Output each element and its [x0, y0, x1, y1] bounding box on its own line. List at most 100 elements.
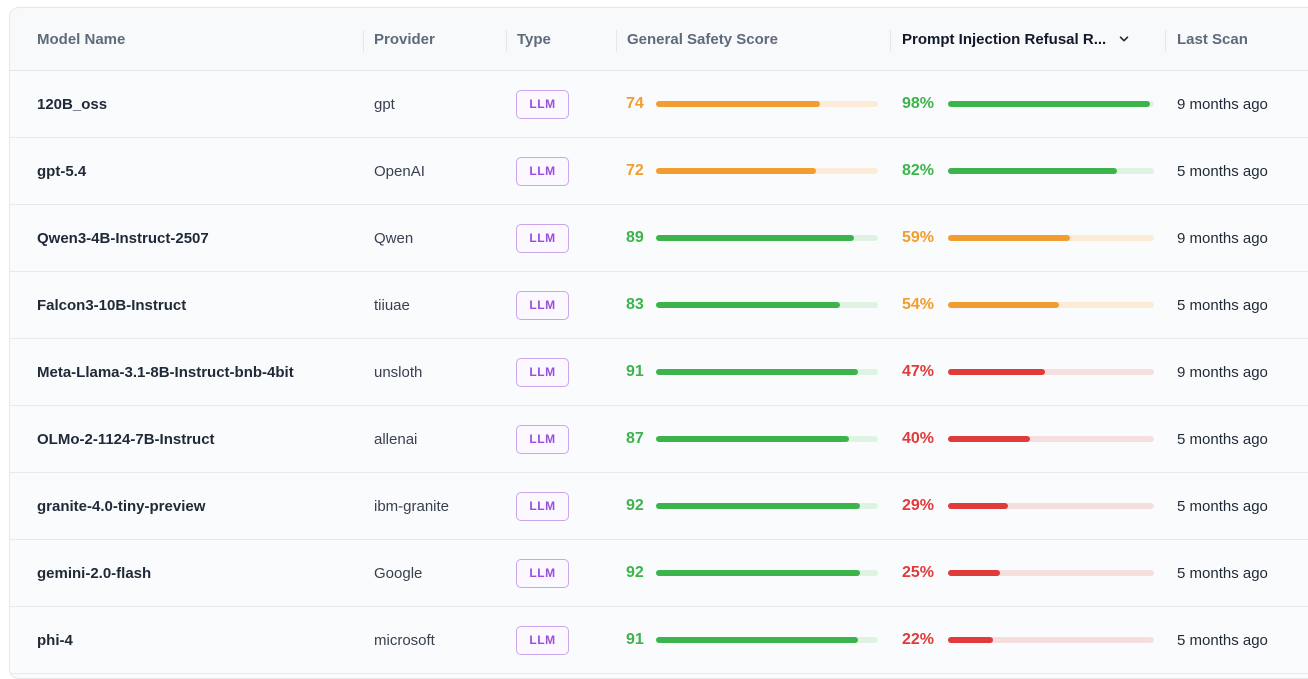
type-badge: LLM	[516, 424, 569, 454]
column-divider[interactable]	[506, 30, 507, 52]
prompt-injection-refusal-value: 22%	[902, 631, 935, 648]
general-safety-score-cell: 89	[626, 205, 878, 271]
table-row[interactable]: granite-4.0-tiny-preview ibm-granite LLM 92…	[10, 473, 1308, 540]
general-safety-score-bar	[656, 235, 878, 241]
type-badge: LLM	[516, 625, 569, 655]
prompt-injection-refusal-value: 40%	[902, 430, 935, 447]
general-safety-score-cell: 92	[626, 540, 878, 606]
column-header-general-safety-score[interactable]: General Safety Score	[627, 8, 778, 70]
type-badge: LLM	[516, 290, 569, 320]
provider-name: unsloth	[374, 363, 423, 381]
general-safety-score-value: 92	[626, 497, 644, 514]
prompt-injection-refusal-cell: 98%	[902, 71, 1154, 137]
table-row[interactable]: Qwen3-4B-Instruct-2507 Qwen LLM 89 59% 9 mont…	[10, 205, 1308, 272]
general-safety-score-bar-fill	[656, 101, 821, 107]
general-safety-score-bar-fill	[656, 235, 854, 241]
type-badge: LLM	[516, 491, 569, 521]
column-divider[interactable]	[363, 30, 364, 52]
column-label: General Safety Score	[627, 30, 778, 48]
models-table: Model Name Provider Type General Safety …	[9, 7, 1308, 679]
general-safety-score-bar-fill	[656, 637, 859, 643]
column-divider[interactable]	[616, 30, 617, 52]
prompt-injection-refusal-cell: 54%	[902, 272, 1154, 338]
last-scan-value: 9 months ago	[1177, 95, 1268, 113]
general-safety-score-bar-fill	[656, 570, 861, 576]
table-row[interactable]: Falcon3-10B-Instruct tiiuae LLM 83 54% 5 mont…	[10, 272, 1308, 339]
column-divider[interactable]	[890, 30, 891, 52]
last-scan-value: 5 months ago	[1177, 430, 1268, 448]
type-cell: LLM	[516, 473, 569, 539]
model-name-cell[interactable]: Meta-Llama-3.1-8B-Instruct-bnb-4bit	[37, 339, 294, 405]
prompt-injection-refusal-bar	[948, 369, 1154, 375]
table-row[interactable]: OLMo-2-1124-7B-Instruct allenai LLM 87 40% 5 …	[10, 406, 1308, 473]
model-name: 120B_oss	[37, 95, 108, 113]
model-name: gpt-5.4	[37, 162, 87, 180]
last-scan-cell: 5 months ago	[1177, 473, 1268, 539]
type-badge: LLM	[516, 357, 569, 387]
general-safety-score-bar-fill	[656, 436, 850, 442]
provider-name: allenai	[374, 430, 418, 448]
prompt-injection-refusal-bar-fill	[948, 436, 1031, 442]
general-safety-score-bar	[656, 436, 878, 442]
model-name-cell[interactable]: granite-4.0-tiny-preview	[37, 473, 205, 539]
model-name-cell[interactable]: phi-4	[37, 607, 73, 673]
general-safety-score-bar	[656, 369, 878, 375]
model-name: Meta-Llama-3.1-8B-Instruct-bnb-4bit	[37, 363, 294, 381]
model-name-cell[interactable]: 120B_oss	[37, 71, 107, 137]
model-name-cell[interactable]: Falcon3-10B-Instruct	[37, 272, 186, 338]
type-badge: LLM	[516, 156, 569, 186]
prompt-injection-refusal-bar	[948, 302, 1154, 308]
last-scan-value: 5 months ago	[1177, 564, 1268, 582]
table-row[interactable]: gpt-5.4 OpenAI LLM 72 82% 5 months ago	[10, 138, 1308, 205]
column-label: Last Scan	[1177, 30, 1248, 48]
table-row[interactable]: gemini-2.0-flash Google LLM 92 25% 5 months a…	[10, 540, 1308, 607]
model-name-cell[interactable]: Qwen3-4B-Instruct-2507	[37, 205, 209, 271]
column-header-provider[interactable]: Provider	[374, 8, 435, 70]
last-scan-value: 5 months ago	[1177, 296, 1268, 314]
prompt-injection-refusal-cell: 82%	[902, 138, 1154, 204]
type-cell: LLM	[516, 607, 569, 673]
prompt-injection-refusal-bar-fill	[948, 302, 1060, 308]
prompt-injection-refusal-cell: 40%	[902, 406, 1154, 472]
general-safety-score-cell: 87	[626, 406, 878, 472]
prompt-injection-refusal-bar-fill	[948, 637, 994, 643]
table-row[interactable]: 120B_oss gpt LLM 74 98% 9 months ago	[10, 71, 1308, 138]
table-row[interactable]: Meta-Llama-3.1-8B-Instruct-bnb-4bit unslo…	[10, 339, 1308, 406]
provider-name: Google	[374, 564, 423, 582]
last-scan-value: 9 months ago	[1177, 363, 1268, 381]
provider-name: Qwen	[374, 229, 414, 247]
general-safety-score-bar	[656, 302, 878, 308]
prompt-injection-refusal-cell: 29%	[902, 473, 1154, 539]
general-safety-score-bar	[656, 503, 878, 509]
column-header-type[interactable]: Type	[517, 8, 551, 70]
column-divider[interactable]	[1165, 30, 1166, 52]
prompt-injection-refusal-value: 29%	[902, 497, 935, 514]
type-badge: LLM	[516, 558, 569, 588]
column-header-last-scan[interactable]: Last Scan	[1177, 8, 1248, 70]
prompt-injection-refusal-bar-fill	[948, 503, 1008, 509]
column-header-prompt-injection-refusal-rate[interactable]: Prompt Injection Refusal R...	[902, 8, 1130, 70]
model-name-cell[interactable]: gemini-2.0-flash	[37, 540, 151, 606]
general-safety-score-value: 83	[626, 296, 644, 313]
last-scan-cell: 9 months ago	[1177, 339, 1268, 405]
type-cell: LLM	[516, 339, 569, 405]
prompt-injection-refusal-bar	[948, 503, 1154, 509]
prompt-injection-refusal-cell: 47%	[902, 339, 1154, 405]
chevron-down-icon[interactable]	[1118, 33, 1130, 45]
column-header-model-name[interactable]: Model Name	[37, 8, 125, 70]
general-safety-score-value: 91	[626, 631, 644, 648]
provider-name: microsoft	[374, 631, 435, 649]
provider-cell: OpenAI	[374, 138, 425, 204]
model-name-cell[interactable]: OLMo-2-1124-7B-Instruct	[37, 406, 215, 472]
type-cell: LLM	[516, 540, 569, 606]
prompt-injection-refusal-bar	[948, 436, 1154, 442]
general-safety-score-cell: 74	[626, 71, 878, 137]
type-cell: LLM	[516, 272, 569, 338]
general-safety-score-bar-fill	[656, 503, 861, 509]
last-scan-cell: 5 months ago	[1177, 540, 1268, 606]
general-safety-score-cell: 91	[626, 607, 878, 673]
provider-cell: allenai	[374, 406, 417, 472]
model-name-cell[interactable]: gpt-5.4	[37, 138, 86, 204]
prompt-injection-refusal-cell: 59%	[902, 205, 1154, 271]
table-row[interactable]: phi-4 microsoft LLM 91 22% 5 months ago	[10, 607, 1308, 674]
